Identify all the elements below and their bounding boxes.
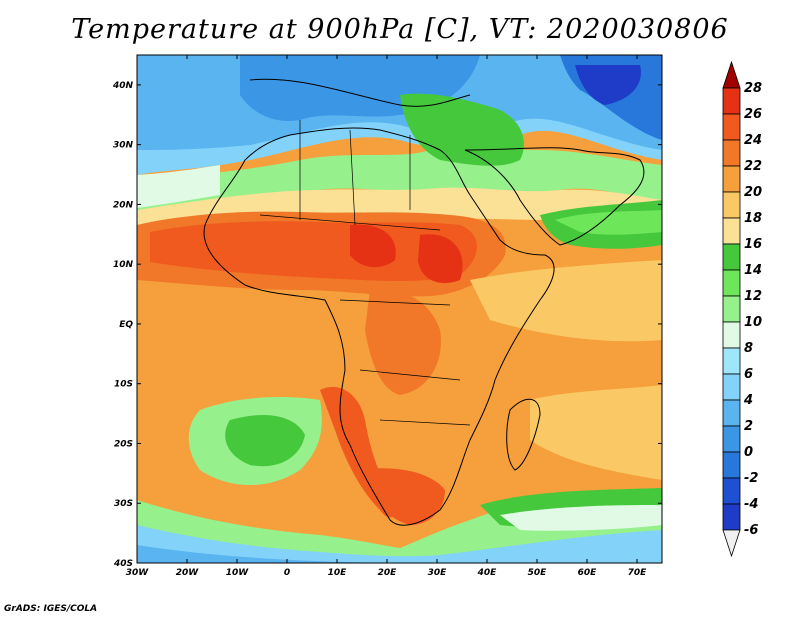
- colorbar-label: 6: [744, 367, 753, 382]
- colorbar-swatch: [722, 477, 741, 505]
- lon-label: 10W: [226, 568, 250, 578]
- lon-label: 70E: [628, 568, 648, 578]
- lon-label: 30E: [428, 568, 448, 578]
- map-frame: [136, 54, 663, 564]
- colorbar-swatch: [722, 139, 741, 167]
- colorbar-swatch: [722, 87, 741, 115]
- lat-label: 20N: [113, 200, 134, 210]
- colorbar-label: 12: [744, 289, 762, 304]
- map-axes: 30W 20W 10W 0 10E 20E 30E 40E 50E 60E 70E 40N 30N 20N…: [112, 55, 662, 578]
- lat-label: 40N: [112, 81, 134, 91]
- colorbar-label: 18: [744, 211, 762, 226]
- colorbar-label: 26: [744, 107, 762, 122]
- lat-label: 20S: [114, 439, 133, 449]
- colorbar-label: 24: [744, 133, 762, 148]
- colorbar-label: 22: [744, 159, 762, 174]
- colorbar-swatch: [722, 529, 741, 558]
- lon-label: 50E: [528, 568, 548, 578]
- lon-label: 20W: [176, 568, 200, 578]
- colorbar-swatch: [722, 295, 741, 323]
- colorbar-label: 0: [744, 445, 753, 460]
- lon-label: 20E: [378, 568, 398, 578]
- colorbar-swatch: [722, 399, 741, 427]
- colorbar-swatch: [722, 217, 741, 245]
- colorbar-swatch: [722, 503, 741, 531]
- lat-label: 10S: [114, 380, 133, 390]
- colorbar-label: 8: [744, 341, 753, 356]
- colorbar-swatch: [722, 373, 741, 401]
- colorbar-swatch: [722, 451, 741, 479]
- lon-label: 30W: [126, 568, 150, 578]
- colorbar-swatch: [722, 347, 741, 375]
- lat-label: 40S: [113, 559, 133, 569]
- lat-label: EQ: [119, 320, 133, 330]
- colorbar-label: 28: [744, 81, 762, 96]
- colorbar-label: 4: [743, 393, 753, 408]
- colorbar-swatch: [722, 165, 741, 193]
- lon-label: 60E: [578, 568, 598, 578]
- lon-label: 10E: [328, 568, 348, 578]
- colorbar-label: 10: [744, 315, 762, 330]
- colorbar-label: -2: [744, 471, 758, 486]
- colorbar-swatch: [722, 321, 741, 349]
- colorbar-label: 20: [744, 185, 762, 200]
- colorbar-swatch: [722, 60, 741, 89]
- colorbar-label: 14: [744, 263, 762, 278]
- colorbar-label: -4: [744, 497, 758, 512]
- colorbar-swatch: [722, 113, 741, 141]
- colorbar-label: 2: [744, 419, 753, 434]
- lat-label: 30N: [113, 141, 134, 151]
- colorbar-label: 16: [744, 237, 762, 252]
- colorbar-swatch: [722, 243, 741, 271]
- grads-credit: GrADS: IGES/COLA: [4, 604, 98, 614]
- lon-label: 40E: [477, 568, 498, 578]
- lon-label: 0: [284, 568, 290, 578]
- lat-label: 30S: [114, 499, 133, 509]
- colorbar-swatch: [722, 191, 741, 219]
- colorbar-swatch: [722, 269, 741, 297]
- map-title: Temperature at 900hPa [C], VT: 202003080…: [71, 14, 729, 45]
- colorbar-label: -6: [744, 523, 758, 538]
- temperature-field: [137, 55, 662, 563]
- colorbar-swatch: [722, 425, 741, 453]
- lat-label: 10N: [113, 260, 134, 270]
